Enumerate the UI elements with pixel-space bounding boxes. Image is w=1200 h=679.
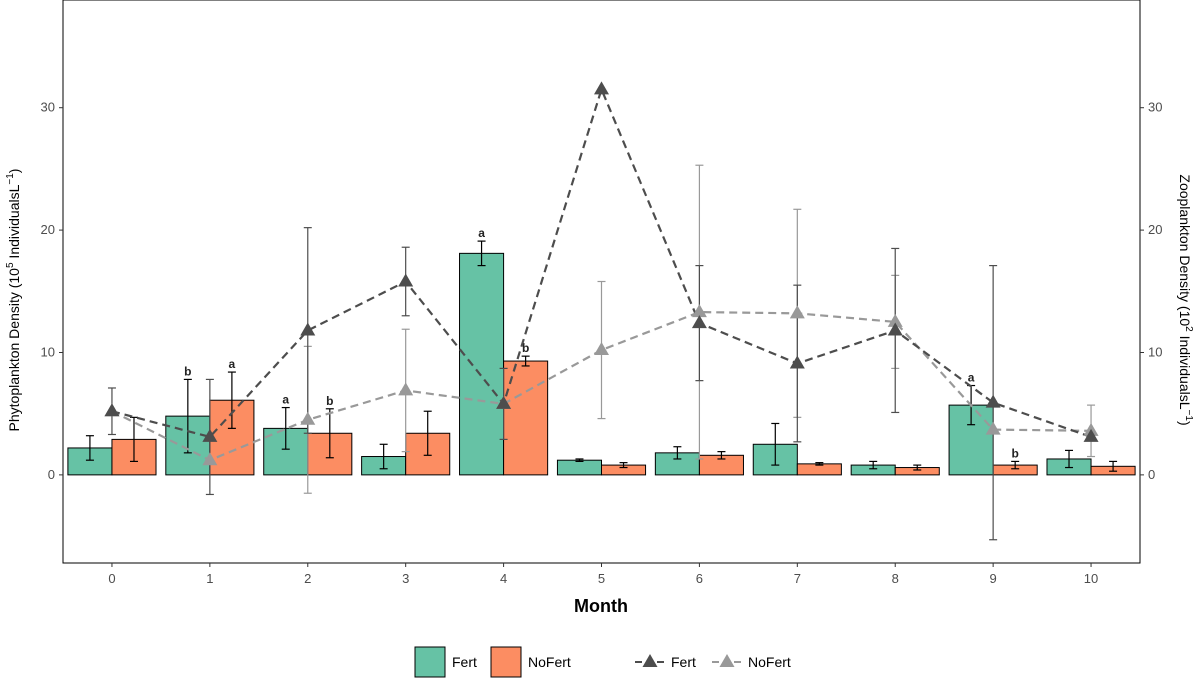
legend: Fert NoFert Fert NoFert	[414, 646, 791, 678]
point-fert-10	[1083, 428, 1099, 442]
y-axis-right-title: Zooplankton Density (102 IndividualsL−1)	[1177, 174, 1194, 425]
y-tick-label-left-0: 0	[48, 467, 55, 482]
point-fert-2	[300, 322, 316, 336]
bar-error-nofert-10	[1109, 460, 1118, 472]
bar-error-nofert-4	[521, 355, 530, 367]
x-tick-label-8: 8	[892, 571, 899, 586]
point-fert-7	[789, 355, 805, 369]
sig-label-nofert-2: b	[326, 394, 333, 408]
x-tick-label-10: 10	[1084, 571, 1098, 586]
sig-label-fert-1: b	[184, 364, 191, 378]
bar-fert-5	[556, 459, 603, 476]
axes-group: 0 0 10 10 20 20 30 30 0 1 2 3 4 5 6 7 8 9 10	[41, 100, 1163, 586]
y-tick-label-right-0: 0	[1148, 467, 1155, 482]
y-tick-label-left-30: 30	[41, 100, 55, 115]
sig-label-fert-9: a	[968, 371, 975, 385]
legend-label-nofert-line: NoFert	[748, 654, 791, 670]
bar-nofert-4	[503, 360, 549, 476]
y-tick-label-right-20: 20	[1148, 222, 1162, 237]
x-tick-label-0: 0	[108, 571, 115, 586]
legend-key-fert-triangle	[642, 654, 658, 667]
legend-label-fert-bar: Fert	[452, 654, 477, 670]
bar-error-nofert-5	[619, 462, 628, 469]
point-fert-6	[691, 315, 707, 329]
bar-error-nofert-8	[913, 464, 922, 471]
y-tick-label-left-20: 20	[41, 222, 55, 237]
legend-label-fert-line: Fert	[671, 654, 696, 670]
point-nofert-9	[985, 421, 1001, 435]
x-tick-label-9: 9	[990, 571, 997, 586]
point-nofert-3	[398, 382, 414, 396]
x-tick-label-2: 2	[304, 571, 311, 586]
sig-label-fert-4: a	[478, 226, 485, 240]
x-tick-label-5: 5	[598, 571, 605, 586]
bar-fert-4	[459, 252, 505, 476]
legend-key-fert-bar	[414, 646, 446, 678]
lines-group	[104, 81, 1099, 541]
point-nofert-8	[887, 313, 903, 327]
point-fert-4	[496, 395, 512, 409]
sig-label-nofert-9: b	[1011, 446, 1018, 460]
point-nofert-1	[202, 452, 218, 466]
point-nofert-2	[300, 411, 316, 425]
x-axis-title: Month	[574, 596, 628, 616]
bar-error-fert-0	[85, 435, 94, 461]
y-tick-label-left-10: 10	[41, 344, 55, 359]
bar-error-fert-8	[869, 460, 878, 470]
point-fert-3	[398, 273, 414, 287]
x-tick-label-3: 3	[402, 571, 409, 586]
bar-error-nofert-1	[227, 371, 236, 429]
bar-error-nofert-3	[423, 410, 432, 456]
point-fert-9	[985, 394, 1001, 408]
bar-error-fert-6	[673, 446, 682, 460]
y-tick-label-right-30: 30	[1148, 100, 1162, 115]
x-tick-label-4: 4	[500, 571, 507, 586]
point-nofert-7	[789, 305, 805, 319]
legend-key-nofert-triangle	[719, 654, 735, 667]
point-fert-1	[202, 428, 218, 442]
bar-error-fert-1	[183, 378, 192, 454]
bar-error-nofert-2	[325, 408, 334, 459]
x-tick-label-7: 7	[794, 571, 801, 586]
x-tick-label-1: 1	[206, 571, 213, 586]
sig-label-fert-2: a	[282, 393, 289, 407]
bar-error-fert-5	[575, 458, 584, 463]
point-nofert-6	[691, 304, 707, 318]
bar-error-fert-3	[379, 443, 388, 470]
point-fert-0	[104, 403, 120, 417]
bar-error-nofert-9	[1011, 460, 1020, 470]
sig-label-nofert-4: b	[522, 341, 529, 355]
legend-label-nofert-bar: NoFert	[528, 654, 571, 670]
bar-error-fert-10	[1065, 449, 1074, 469]
y-tick-label-right-10: 10	[1148, 344, 1162, 359]
bar-error-nofert-6	[717, 451, 726, 460]
series-line-fert	[111, 86, 1092, 439]
point-nofert-5	[594, 342, 609, 356]
bar-error-nofert-7	[815, 462, 824, 466]
sig-label-nofert-1: a	[229, 357, 236, 371]
point-fert-8	[887, 322, 903, 336]
bar-error-fert-4	[477, 240, 486, 267]
bar-error-fert-2	[281, 406, 290, 450]
x-tick-label-6: 6	[696, 571, 703, 586]
legend-key-nofert-bar	[490, 646, 522, 678]
point-fert-5	[594, 81, 609, 95]
bar-error-fert-7	[771, 422, 780, 466]
series-line-nofert	[111, 310, 1092, 462]
y-axis-left-title: Phytoplankton Density (105 IndividualsL−…	[5, 169, 22, 432]
